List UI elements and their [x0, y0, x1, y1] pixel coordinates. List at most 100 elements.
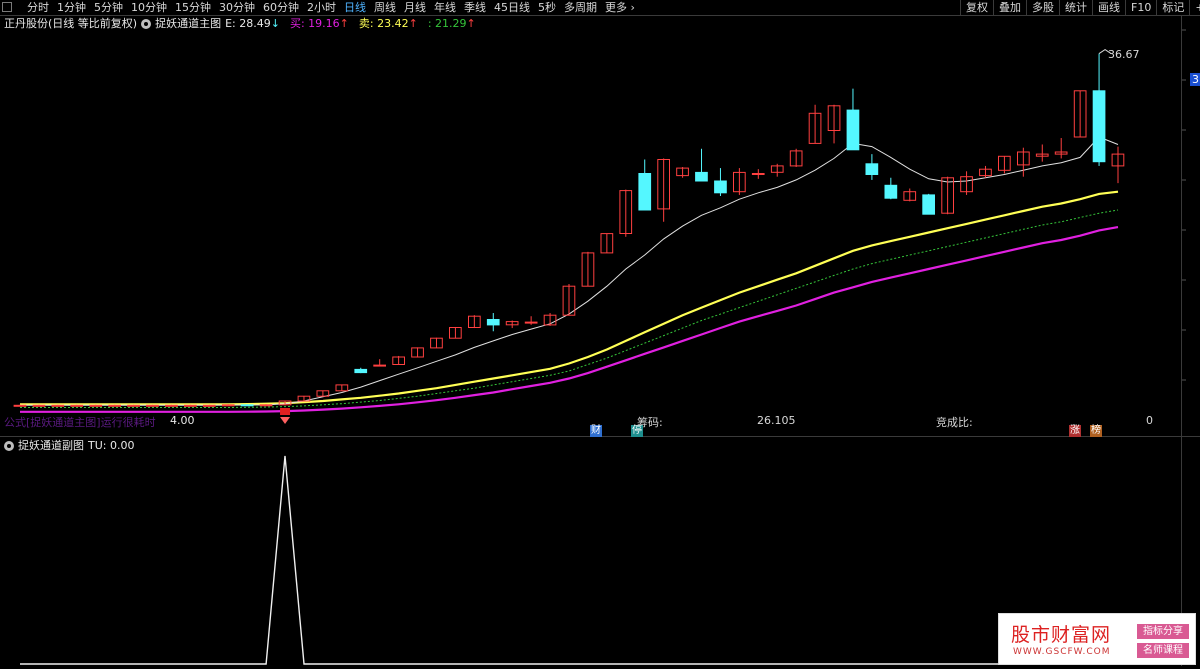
- main-indicator-name[interactable]: 捉妖通道主图: [155, 17, 222, 30]
- candle-body: [127, 404, 140, 407]
- candle-body: [676, 167, 689, 177]
- candle-body: [505, 321, 519, 326]
- buy-arrow-icon: ↑: [339, 17, 349, 30]
- tool-button-7[interactable]: +自选: [1189, 0, 1200, 15]
- period-tab-7[interactable]: 2小时: [307, 1, 336, 14]
- candle-body: [1073, 90, 1087, 138]
- period-tab-9[interactable]: 周线: [374, 1, 396, 14]
- candle-body: [202, 404, 216, 407]
- candle-body: [695, 171, 708, 182]
- candle-body: [32, 404, 46, 407]
- period-tab-3[interactable]: 10分钟: [131, 1, 167, 14]
- settings-icon[interactable]: [141, 19, 152, 29]
- watermark-logo: 股市财富网 WWW.GSCFW.COM 指标分享 名师课程: [998, 613, 1196, 665]
- period-tab-16[interactable]: 更多 ›: [605, 1, 635, 14]
- candle-body: [524, 321, 538, 324]
- period-tab-5[interactable]: 30分钟: [219, 1, 255, 14]
- badge-bang[interactable]: 榜: [1090, 425, 1102, 437]
- auction-value: 0: [1146, 414, 1153, 427]
- period-tab-0[interactable]: 分时: [27, 1, 49, 14]
- candle-body: [392, 356, 405, 365]
- period-tab-15[interactable]: 多周期: [564, 1, 597, 14]
- candle-body: [941, 177, 954, 214]
- period-tab-13[interactable]: 45日线: [494, 1, 530, 14]
- candle-body: [278, 400, 292, 406]
- chip-label: 筹码:: [637, 416, 663, 429]
- tool-button-6[interactable]: 标记: [1156, 0, 1189, 15]
- candle-body: [1111, 153, 1125, 167]
- badge-zhang[interactable]: 涨: [1069, 425, 1081, 437]
- chip-value: 26.105: [757, 414, 796, 427]
- period-tab-10[interactable]: 月线: [404, 1, 426, 14]
- candle-body: [543, 314, 557, 326]
- candle-body: [714, 180, 727, 194]
- candle-body: [373, 364, 386, 367]
- period-tab-14[interactable]: 5秒: [538, 1, 556, 14]
- period-tab-11[interactable]: 年线: [434, 1, 456, 14]
- period-tab-2[interactable]: 5分钟: [94, 1, 123, 14]
- period-tab-8[interactable]: 日线: [344, 1, 366, 14]
- candle-body: [581, 252, 595, 287]
- candle-body: [1017, 151, 1030, 166]
- candle-body: [903, 191, 917, 201]
- tool-button-2[interactable]: 多股: [1026, 0, 1059, 15]
- candle-body: [808, 112, 822, 144]
- candle-body: [846, 109, 860, 151]
- magenta-channel-line: [20, 226, 1119, 413]
- tool-button-5[interactable]: F10: [1125, 0, 1156, 15]
- period-tabs: 分时 1分钟 5分钟 10分钟 15分钟 30分钟 60分钟 2小时 日线 周线 月线 年线 季线 45日…: [27, 0, 635, 15]
- period-toolbar: 分时 1分钟 5分钟 10分钟 15分钟 30分钟 60分钟 2小时 日线 周线 月线 年线 季线 45日…: [0, 0, 1200, 16]
- watermark-tag-1: 指标分享: [1137, 624, 1189, 639]
- candle-body: [449, 327, 462, 339]
- tu-line: [20, 455, 1118, 665]
- badge-ting[interactable]: 停: [631, 425, 643, 437]
- candle-body: [259, 404, 273, 407]
- candle-body: [600, 233, 614, 254]
- tool-button-1[interactable]: 叠加: [993, 0, 1026, 15]
- candle-body: [770, 165, 784, 173]
- candle-body: [979, 168, 992, 177]
- white-ma-line: [20, 136, 1119, 406]
- candle-body: [486, 319, 500, 326]
- period-tab-6[interactable]: 60分钟: [263, 1, 299, 14]
- candle-body: [146, 404, 159, 407]
- candle-body: [657, 159, 670, 210]
- candle-body: [411, 347, 424, 358]
- candle-body: [165, 404, 178, 407]
- period-tab-4[interactable]: 15分钟: [175, 1, 211, 14]
- candle-body: [922, 194, 935, 215]
- tool-button-4[interactable]: 画线: [1092, 0, 1125, 15]
- candle-body: [221, 404, 235, 407]
- tool-button-3[interactable]: 统计: [1059, 0, 1092, 15]
- candle-body: [827, 105, 841, 132]
- sub-settings-icon[interactable]: [4, 441, 14, 451]
- candle-body: [430, 337, 443, 349]
- menu-square-icon[interactable]: [2, 2, 12, 12]
- candle-body: [960, 176, 973, 193]
- yellow-channel-line: [20, 190, 1119, 406]
- green-channel-line: [20, 209, 1119, 408]
- buy-value: 买: 19.16: [289, 17, 340, 30]
- signal-diamond-icon: [280, 417, 291, 424]
- badge-cai[interactable]: 财: [590, 425, 602, 437]
- candle-body: [884, 184, 898, 199]
- e-arrow-icon: ↓: [270, 17, 280, 30]
- sell-arrow-icon: ↑: [408, 17, 418, 30]
- period-tab-12[interactable]: 季线: [464, 1, 486, 14]
- marker-value: 4.00: [170, 414, 195, 427]
- candle-body: [865, 163, 879, 176]
- period-tab-1[interactable]: 1分钟: [57, 1, 86, 14]
- candle-body: [638, 173, 652, 211]
- e-value: E: 28.49: [225, 17, 271, 30]
- candle-body: [468, 315, 481, 329]
- tool-button-0[interactable]: 复权: [960, 0, 993, 15]
- extra-arrow-icon: ↑: [466, 17, 476, 30]
- candle-body: [89, 404, 103, 407]
- watermark-tag-2: 名师课程: [1137, 643, 1189, 658]
- high-price-pointer: [1098, 48, 1112, 54]
- high-price-label: 36.67: [1108, 48, 1140, 61]
- sub-indicator-name[interactable]: 捉妖通道副图: [18, 439, 84, 452]
- formula-text: 公式[捉妖通道主图]运行很耗时: [4, 416, 156, 429]
